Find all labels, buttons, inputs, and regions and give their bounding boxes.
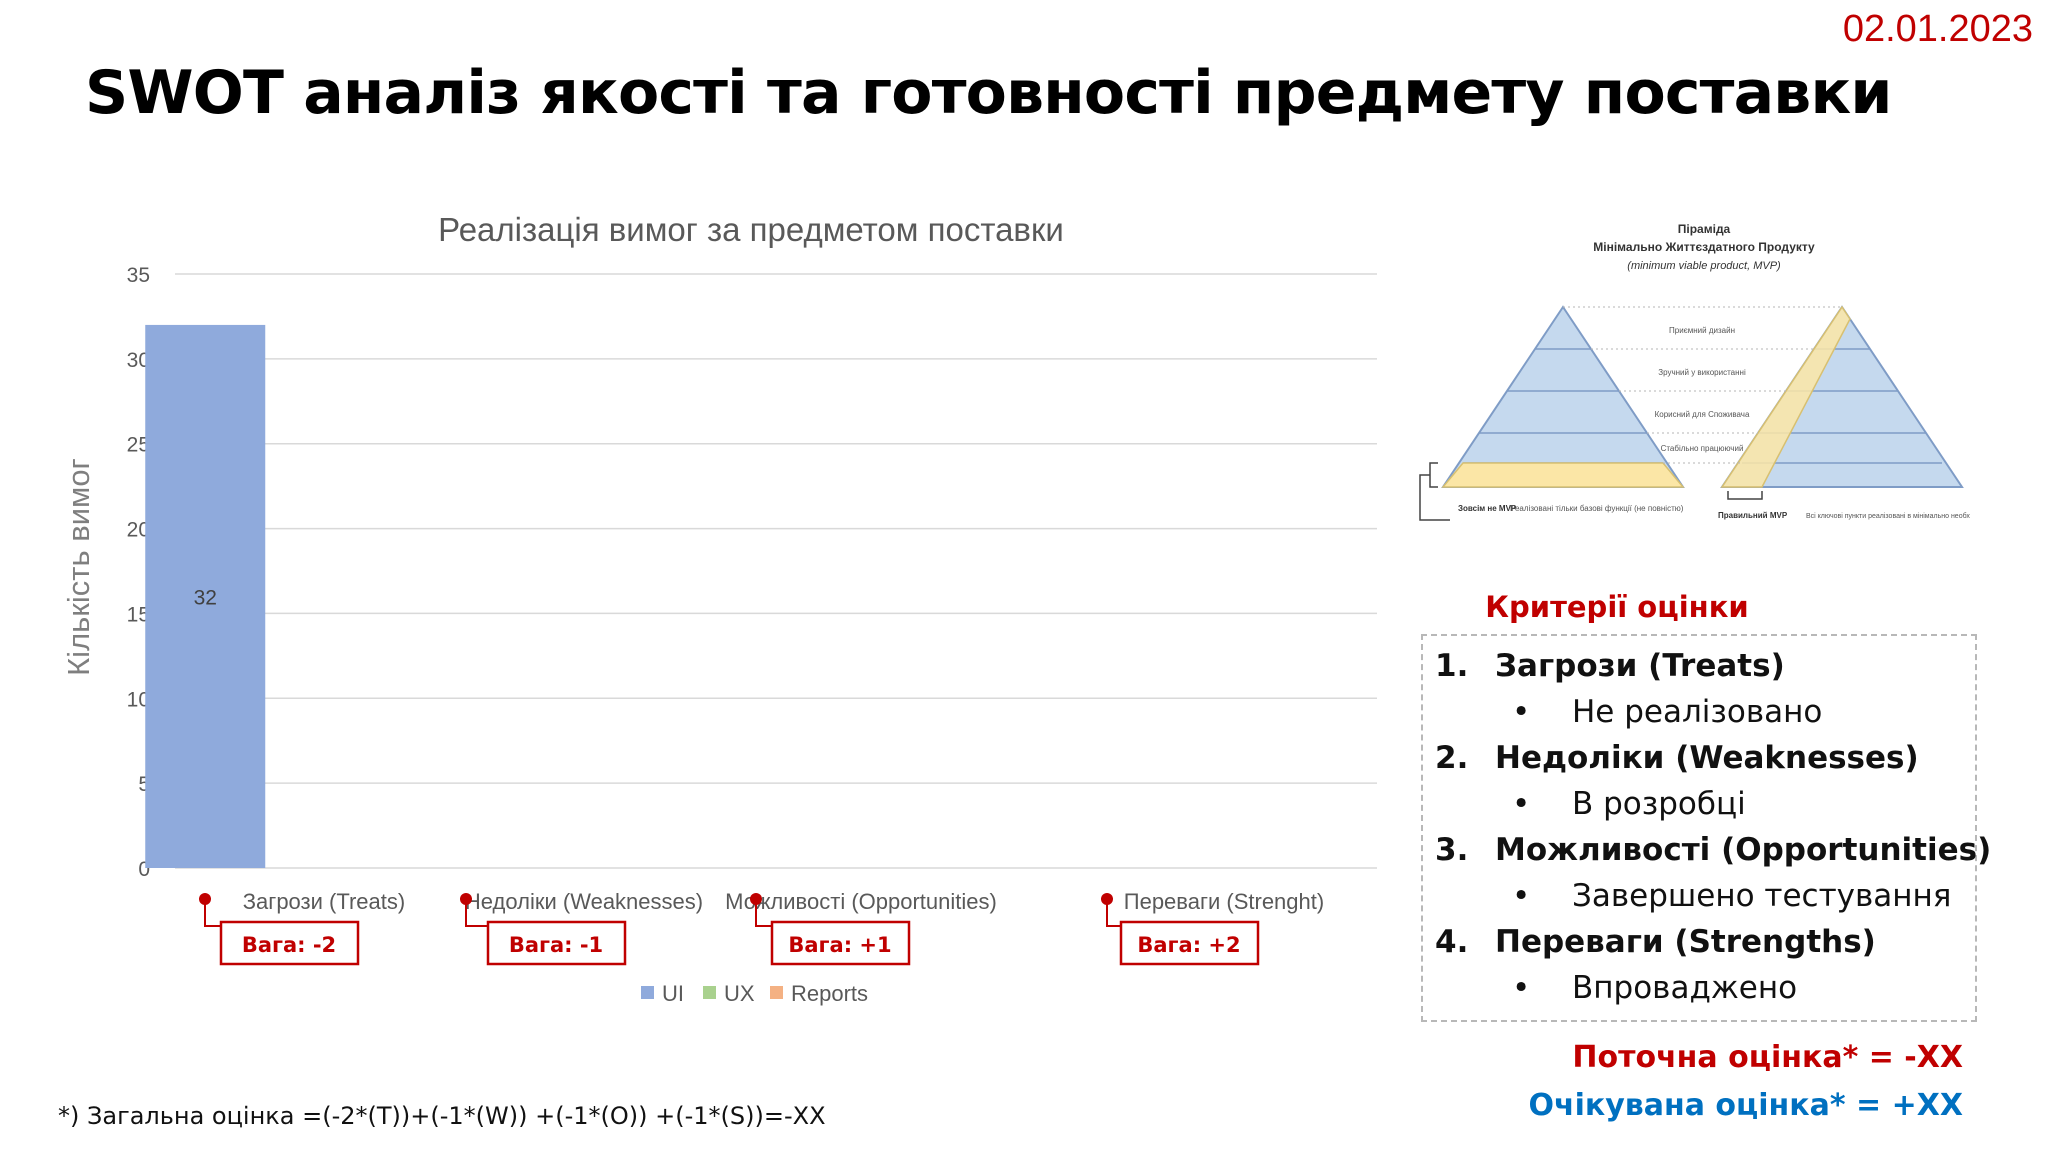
- current-score: Поточна оцінка* = -XX: [1572, 1040, 1963, 1075]
- left-base-layer: [1441, 462, 1685, 488]
- criteria-item-1: 1. Загрози (Treats): [1435, 648, 1785, 684]
- criteria-box: [1421, 634, 1977, 1022]
- y-tick-labels: 0 5 10 15 20 25 30 35: [127, 264, 150, 881]
- x-tick-labels: Загрози (Treats) Недоліки (Weaknesses) Мож…: [243, 889, 1324, 914]
- criteria-label: Недоліки (Weaknesses): [1495, 740, 1919, 776]
- y-tick-label: 5: [138, 773, 150, 796]
- pyramid-title-1: Піраміда: [1678, 222, 1731, 236]
- chart-title: Реалізація вимог за предметом поставки: [438, 211, 1064, 248]
- x-tick-label: Загрози (Treats): [243, 889, 405, 914]
- weight-label: Вага: -2: [242, 933, 336, 957]
- pyramid-title-3: (minimum viable product, MVP): [1627, 260, 1781, 272]
- bars: 32: [145, 324, 266, 868]
- criteria-number: 1.: [1435, 648, 1469, 684]
- mvp-pyramid-diagram: Піраміда Мінімально Життєздатного Продук…: [1419, 222, 1970, 521]
- y-tick-label: 30: [127, 349, 150, 372]
- weight-callouts: Вага: -2 Вага: -1 Вага: +1 Вага: +2: [199, 893, 1260, 966]
- weight-label: Вага: +1: [788, 933, 891, 957]
- left-pyramid: [1441, 305, 1685, 488]
- weight-box: [1119, 920, 1260, 966]
- criteria-item-4: 4. Переваги (Strengths): [1435, 924, 1876, 960]
- criteria-sub-4: • Впроваджено: [1512, 970, 1797, 1006]
- pyramid-level-2: Зручний у використанні: [1658, 368, 1746, 377]
- left-mvp-desc: Реалізовані тільки базові функції (не по…: [1510, 504, 1684, 513]
- weight-connector: [1106, 899, 1121, 927]
- weight-connector: [465, 899, 488, 927]
- bullet-icon: •: [1512, 786, 1531, 822]
- weight-box: [219, 920, 360, 966]
- x-tick-label: Переваги (Strenght): [1124, 889, 1324, 914]
- y-tick-label: 10: [127, 688, 150, 711]
- pyramid-level-1: Приємний дизайн: [1669, 326, 1735, 335]
- bullet-icon: •: [1512, 970, 1531, 1006]
- bullet-icon: •: [1512, 694, 1531, 730]
- y-tick-label: 20: [127, 519, 150, 542]
- y-axis-label: Кількість вимог: [61, 458, 96, 676]
- criteria-title: Критерії оцінки: [1485, 590, 1749, 624]
- y-tick-label: 35: [127, 264, 150, 287]
- legend-swatch: [641, 986, 654, 999]
- criteria-label: Переваги (Strengths): [1495, 924, 1876, 960]
- weight-box: [486, 920, 627, 966]
- criteria-label: Загрози (Treats): [1495, 648, 1785, 684]
- pyramid-level-4: Стабільно працюючий: [1661, 444, 1744, 453]
- right-mvp-desc: Всі ключові пункти реалізовані в мінімал…: [1806, 512, 1970, 520]
- footnote: *) Загальна оцінка =(-2*(T))+(-1*(W)) +(…: [58, 1102, 826, 1130]
- criteria-sub-label: Не реалізовано: [1572, 694, 1823, 730]
- bar-chart: Реалізація вимог за предметом поставки К…: [61, 211, 1377, 1006]
- pyramid-title-2: Мінімально Життєздатного Продукту: [1593, 240, 1815, 254]
- legend-label: UI: [662, 981, 684, 1006]
- legend-label: Reports: [791, 981, 868, 1006]
- criteria-number: 4.: [1435, 924, 1469, 960]
- date-label: 02.01.2023: [1842, 8, 2033, 50]
- bullet-icon: •: [1512, 878, 1531, 914]
- criteria-sub-label: Впроваджено: [1572, 970, 1798, 1006]
- y-tick-label: 15: [127, 603, 150, 626]
- legend-swatch: [770, 986, 783, 999]
- y-tick-label: 25: [127, 434, 150, 457]
- bar-ui: [145, 324, 266, 868]
- legend-label: UX: [724, 981, 755, 1006]
- gridlines: [175, 273, 1377, 869]
- bar-data-label: 32: [194, 586, 217, 609]
- weight-box: [770, 920, 911, 966]
- page-title: SWOT аналіз якості та готовності предмет…: [85, 58, 1892, 128]
- weight-label: Вага: +2: [1137, 933, 1240, 957]
- legend: UI UX Reports: [641, 981, 868, 1006]
- right-mvp-slice: [1720, 305, 1851, 488]
- x-tick-label: Недоліки (Weaknesses): [465, 889, 703, 914]
- criteria-label: Можливості (Opportunities): [1495, 832, 1992, 868]
- expected-score: Очікувана оцінка* = +XX: [1528, 1088, 1963, 1123]
- legend-swatch: [703, 986, 716, 999]
- criteria-sub-label: Завершено тестування: [1572, 878, 1952, 914]
- x-tick-label: Можливості (Opportunities): [725, 889, 997, 914]
- weight-label: Вага: -1: [509, 933, 603, 957]
- weight-connector: [755, 899, 772, 927]
- criteria-number: 3.: [1435, 832, 1469, 868]
- left-mvp-label: Зовсім не MVP: [1458, 504, 1517, 513]
- criteria-sub-label: В розробці: [1572, 786, 1746, 822]
- criteria-sub-3: • Завершено тестування: [1512, 878, 1951, 914]
- criteria-sub-1: • Не реалізовано: [1512, 694, 1822, 730]
- right-mvp-label: Правильний MVP: [1718, 511, 1788, 520]
- criteria-item-2: 2. Недоліки (Weaknesses): [1435, 740, 1919, 776]
- weight-connector: [204, 899, 221, 927]
- criteria-sub-2: • В розробці: [1512, 786, 1746, 822]
- criteria-number: 2.: [1435, 740, 1469, 776]
- pyramid-level-3: Корисний для Споживача: [1655, 410, 1750, 419]
- criteria-item-3: 3. Можливості (Opportunities): [1435, 832, 1991, 868]
- y-tick-label: 0: [138, 858, 150, 881]
